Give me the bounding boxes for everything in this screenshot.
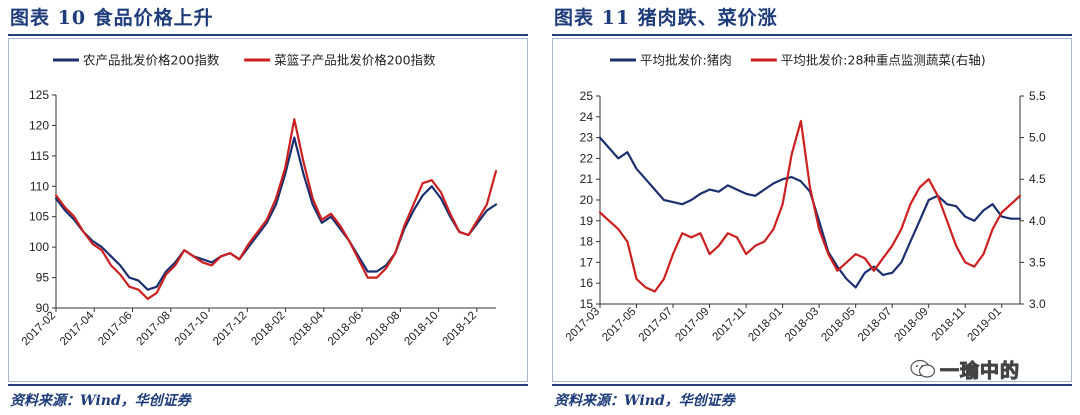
y-tick-label: 21 — [580, 172, 594, 186]
y-tick-label: 23 — [580, 131, 594, 145]
legend-label: 菜篮子产品批发价格200指数 — [274, 53, 436, 68]
wechat-icon — [910, 359, 936, 379]
y-right-tick-label: 4.5 — [1029, 172, 1046, 186]
legend-label: 农产品批发价格200指数 — [83, 53, 220, 68]
chart-svg: 15 16 17 18 19 20 21 22 23 24 25 3.0 3.5 4.0 4.5 5.0 5.5… — [552, 38, 1072, 382]
series-line — [54, 136, 498, 291]
y-tick-label: 110 — [30, 179, 49, 193]
legend-label: 平均批发价:28种重点监测蔬菜(右轴) — [781, 53, 986, 68]
y-tick-label: 100 — [29, 240, 49, 254]
chart: 90 95 100 105 110 115 120 125 2017-02 2017-04 2017… — [8, 38, 528, 382]
source-note: 资料来源：Wind，华创证券 — [10, 393, 191, 409]
y-tick-label: 125 — [29, 88, 49, 102]
right-figure: 图表 11 猪肉跌、菜价涨 15 16 17 18 19 20 21 22 23 24 25 3.0 3… — [552, 0, 1072, 415]
y-tick-label: 120 — [29, 118, 49, 132]
y-right-tick-label: 4.0 — [1029, 214, 1046, 228]
y-right-tick-label: 3.0 — [1029, 297, 1046, 311]
y-tick-label: 19 — [580, 214, 594, 228]
series-line — [54, 118, 498, 300]
figure-title: 图表 10 食品价格上升 — [10, 7, 214, 29]
chart-frame — [8, 38, 528, 382]
title-rule — [8, 34, 528, 36]
y-tick-label: 16 — [580, 276, 594, 290]
y-tick-label: 24 — [580, 110, 594, 124]
y-right-tick-label: 3.5 — [1029, 255, 1046, 269]
chart-frame — [552, 38, 1072, 382]
footer-rule — [8, 384, 528, 386]
footer-rule — [552, 384, 1072, 386]
y-tick-label: 25 — [580, 89, 594, 103]
y-tick-label: 90 — [36, 301, 50, 315]
y-right-tick-label: 5.0 — [1029, 131, 1046, 145]
chart: 15 16 17 18 19 20 21 22 23 24 25 3.0 3.5 4.0 4.5 5.0 5.5… — [552, 38, 1072, 382]
y-tick-label: 95 — [36, 271, 50, 285]
series-line — [598, 119, 1022, 293]
source-note: 资料来源：Wind，华创证券 — [554, 393, 735, 409]
watermark: 一瑜中的 — [910, 354, 1070, 384]
y-tick-label: 15 — [580, 297, 594, 311]
watermark-text: 一瑜中的 — [939, 359, 1021, 382]
y-tick-label: 115 — [30, 149, 49, 163]
y-tick-label: 22 — [580, 151, 594, 165]
y-tick-label: 17 — [580, 255, 594, 269]
left-figure: 图表 10 食品价格上升 90 95 100 105 110 115 120 125 2017-… — [8, 0, 528, 415]
y-right-tick-label: 5.5 — [1029, 89, 1046, 103]
y-tick-label: 20 — [580, 193, 594, 207]
y-tick-label: 18 — [580, 235, 594, 249]
title-rule — [552, 34, 1072, 36]
legend-label: 平均批发价:猪肉 — [640, 53, 732, 68]
figure-title: 图表 11 猪肉跌、菜价涨 — [554, 7, 778, 29]
y-tick-label: 105 — [29, 210, 49, 224]
